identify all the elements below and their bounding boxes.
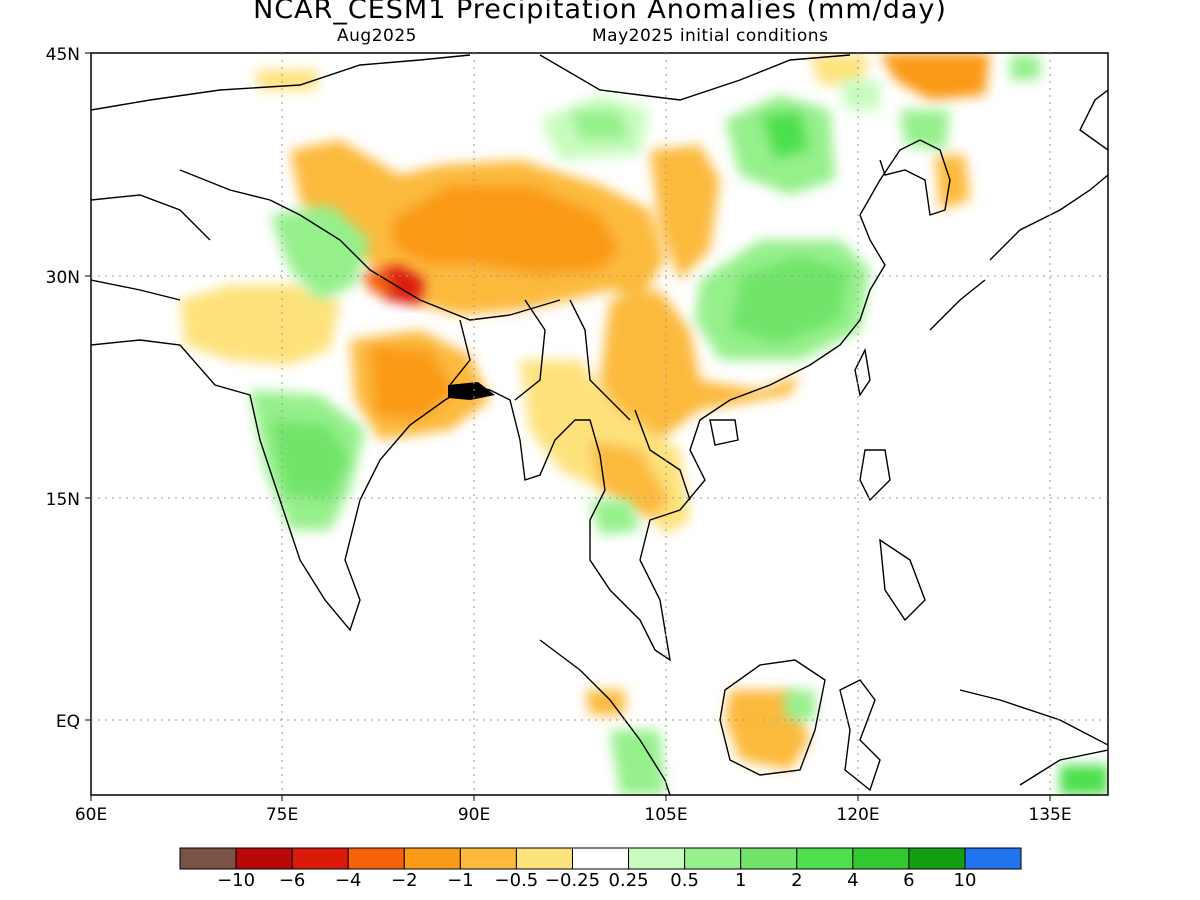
- colorbar-swatch: [684, 847, 742, 870]
- colorbar-label: 1: [734, 870, 747, 891]
- lat-label: EQ: [56, 712, 80, 732]
- colorbar-swatch: [403, 847, 461, 870]
- anomaly-shading: [180, 53, 1108, 795]
- ganges-delta: [448, 382, 495, 400]
- lat-tick-labels: 45N 30N 15N EQ: [46, 45, 80, 732]
- colorbar-swatch: [740, 847, 798, 870]
- colorbar-label: 0.5: [670, 870, 699, 891]
- colorbar-swatch: [908, 847, 966, 870]
- colorbar-swatch: [291, 847, 349, 870]
- colorbar-swatch: [852, 847, 910, 870]
- colorbar-swatch: [796, 847, 854, 870]
- colorbar-swatch: [515, 847, 573, 870]
- lon-label: 60E: [75, 805, 107, 825]
- lon-tick-labels: 60E 75E 90E 105E 120E 135E: [75, 805, 1072, 825]
- lon-label: 75E: [266, 805, 298, 825]
- lon-label: 120E: [836, 805, 879, 825]
- colorbar-swatch: [179, 847, 237, 870]
- colorbar: [179, 847, 1022, 870]
- chart-title: NCAR_CESM1 Precipitation Anomalies (mm/d…: [253, 0, 947, 25]
- colorbar-label: −10: [217, 870, 256, 891]
- colorbar-label: 6: [903, 870, 915, 891]
- colorbar-label: 0.25: [608, 870, 649, 891]
- axis-ticks: [85, 52, 1051, 801]
- colorbar-label: −4: [334, 870, 362, 891]
- coastlines: [91, 54, 1108, 795]
- lat-label: 45N: [46, 45, 80, 65]
- colorbar-swatch: [347, 847, 405, 870]
- colorbar-label: −0.5: [494, 870, 539, 891]
- initial-conditions: May2025 initial conditions: [592, 26, 829, 46]
- colorbar-swatch: [235, 847, 293, 870]
- colorbar-swatch: [628, 847, 686, 870]
- gridlines: [91, 53, 1108, 795]
- lat-label: 30N: [46, 268, 80, 288]
- colorbar-label: 2: [791, 870, 803, 891]
- colorbar-label: −0.25: [544, 870, 601, 891]
- map-frame: [90, 52, 1109, 796]
- colorbar-label: −1: [447, 870, 474, 891]
- lon-label: 90E: [458, 805, 490, 825]
- colorbar-label: 4: [847, 870, 859, 891]
- colorbar-label: 10: [953, 870, 977, 891]
- colorbar-swatch: [964, 847, 1022, 870]
- forecast-month: Aug2025: [337, 26, 417, 46]
- lon-label: 105E: [644, 805, 687, 825]
- lat-label: 15N: [46, 490, 80, 510]
- lon-label: 135E: [1028, 805, 1071, 825]
- colorbar-label: −6: [278, 870, 306, 891]
- colorbar-label: −2: [391, 870, 418, 891]
- dry-anomaly-regions: [180, 53, 990, 770]
- colorbar-swatch: [459, 847, 517, 870]
- colorbar-swatch: [571, 847, 630, 870]
